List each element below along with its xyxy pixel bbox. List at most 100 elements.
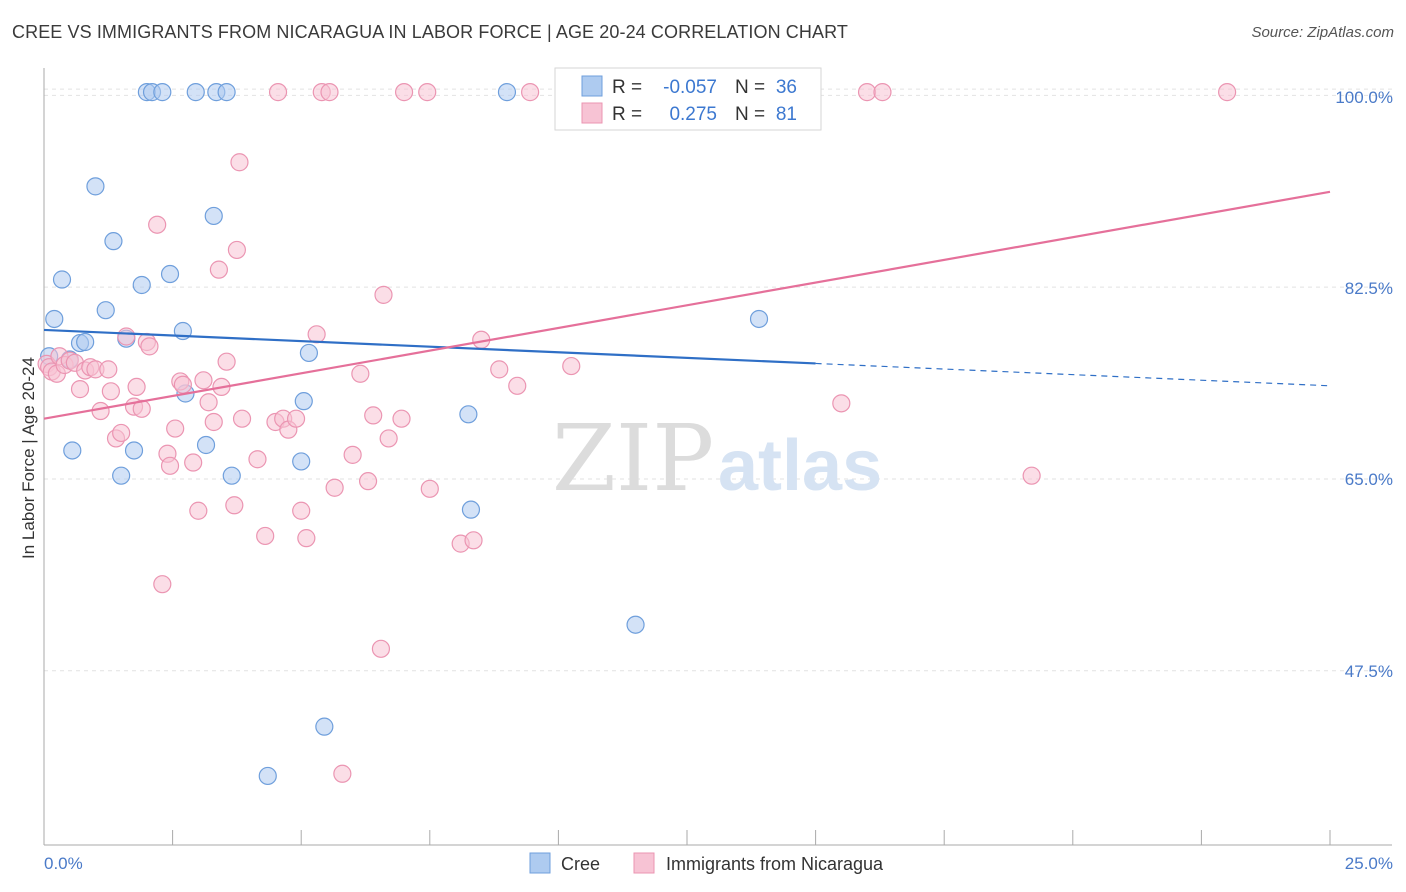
point-nicaragua-13 [99,360,118,379]
x-tick-label-25: 25.0% [1345,854,1393,873]
point-nicaragua-22 [140,337,159,356]
point-nicaragua-71 [508,376,527,395]
point-cree-33 [497,83,517,102]
point-nicaragua-42 [248,450,267,469]
bottom-legend-label-cree: Cree [561,854,600,874]
series-legend: Cree Immigrants from Nicaragua [529,852,884,874]
point-nicaragua-63 [392,409,411,428]
source-credit: Source: ZipAtlas.com [1251,24,1394,41]
point-nicaragua-30 [184,453,203,472]
point-nicaragua-78 [873,83,892,102]
point-nicaragua-48 [286,409,306,428]
point-cree-8 [96,301,115,320]
point-nicaragua-77 [857,83,877,102]
point-nicaragua-76 [832,394,851,413]
point-cree-4 [63,441,82,460]
point-nicaragua-61 [374,285,393,304]
point-cree-10 [112,466,131,485]
point-cree-2 [52,270,72,289]
legend-swatch-cree [581,75,603,97]
point-nicaragua-56 [343,445,362,464]
legend-n-value-nicaragua: 81 [776,104,797,125]
point-nicaragua-72 [521,83,540,102]
y-tick-label-65: 65.0% [1345,470,1393,489]
point-cree-32 [461,500,481,519]
point-nicaragua-14 [101,382,120,401]
legend-r-label-cree: R = [612,77,642,98]
watermark-atlas: atlas [718,426,882,506]
chart-title: CREE VS IMMIGRANTS FROM NICARAGUA IN LAB… [12,22,848,42]
point-nicaragua-54 [325,478,344,497]
point-nicaragua-16 [112,423,131,443]
point-cree-17 [160,264,180,284]
point-nicaragua-62 [379,429,398,448]
point-cree-25 [222,466,241,485]
bottom-legend-swatch-nicaragua [633,852,655,874]
point-cree-9 [104,232,123,251]
point-cree-34 [626,615,645,634]
point-cree-12 [124,441,144,460]
point-nicaragua-59 [364,406,383,425]
point-nicaragua-24 [153,575,172,594]
point-nicaragua-26 [160,456,180,475]
point-nicaragua-64 [394,83,414,102]
point-cree-35 [749,309,769,329]
legend-r-value-cree: -0.057 [663,77,717,98]
legend-n-label-cree: N = [735,77,765,98]
point-cree-1 [45,309,64,329]
point-nicaragua-80 [1218,83,1237,102]
point-nicaragua-37 [217,352,236,371]
point-nicaragua-8 [70,380,90,399]
point-nicaragua-39 [227,240,246,260]
point-cree-20 [186,83,205,102]
data-points [37,83,1237,786]
point-cree-29 [299,343,319,363]
point-nicaragua-43 [256,526,275,546]
point-nicaragua-20 [132,399,151,418]
point-nicaragua-31 [189,501,208,520]
point-cree-30 [315,717,334,736]
point-nicaragua-68 [464,531,483,550]
point-cree-6 [76,332,95,352]
point-cree-13 [132,275,151,295]
point-nicaragua-23 [148,215,167,234]
point-nicaragua-45 [268,83,288,102]
point-nicaragua-12 [91,401,110,421]
point-cree-31 [459,405,478,424]
point-nicaragua-70 [490,360,509,379]
legend-r-label-nicaragua: R = [612,104,642,125]
legend-n-label-nicaragua: N = [735,104,765,125]
point-nicaragua-27 [166,419,185,438]
legend-swatch-nicaragua [581,102,603,124]
point-cree-28 [294,392,313,411]
y-tick-label-100: 100.0% [1335,88,1393,107]
point-nicaragua-65 [418,83,437,102]
y-tick-label-82-5: 82.5% [1345,279,1393,298]
x-tick-label-0: 0.0% [44,854,83,873]
point-cree-16 [153,83,172,102]
point-nicaragua-50 [297,529,316,548]
point-nicaragua-49 [292,501,311,520]
point-nicaragua-55 [333,764,352,783]
point-nicaragua-19 [127,377,146,397]
point-nicaragua-33 [199,393,218,412]
point-nicaragua-51 [307,325,326,344]
legend-r-value-nicaragua: 0.275 [669,104,717,125]
point-nicaragua-38 [225,496,244,515]
trend-line-cree [43,328,816,365]
point-nicaragua-58 [358,472,378,491]
point-cree-7 [86,177,105,196]
point-nicaragua-32 [194,371,213,390]
point-cree-27 [292,452,311,471]
point-nicaragua-34 [204,412,223,432]
point-cree-26 [258,766,277,786]
watermark-zip: ZIP [552,405,714,512]
point-cree-24 [217,83,236,102]
x-tick-marks [43,830,1331,845]
point-nicaragua-29 [173,375,192,394]
point-nicaragua-57 [351,364,370,383]
point-cree-22 [204,206,223,226]
bottom-legend-label-nicaragua: Immigrants from Nicaragua [666,854,884,874]
point-nicaragua-35 [209,260,228,279]
